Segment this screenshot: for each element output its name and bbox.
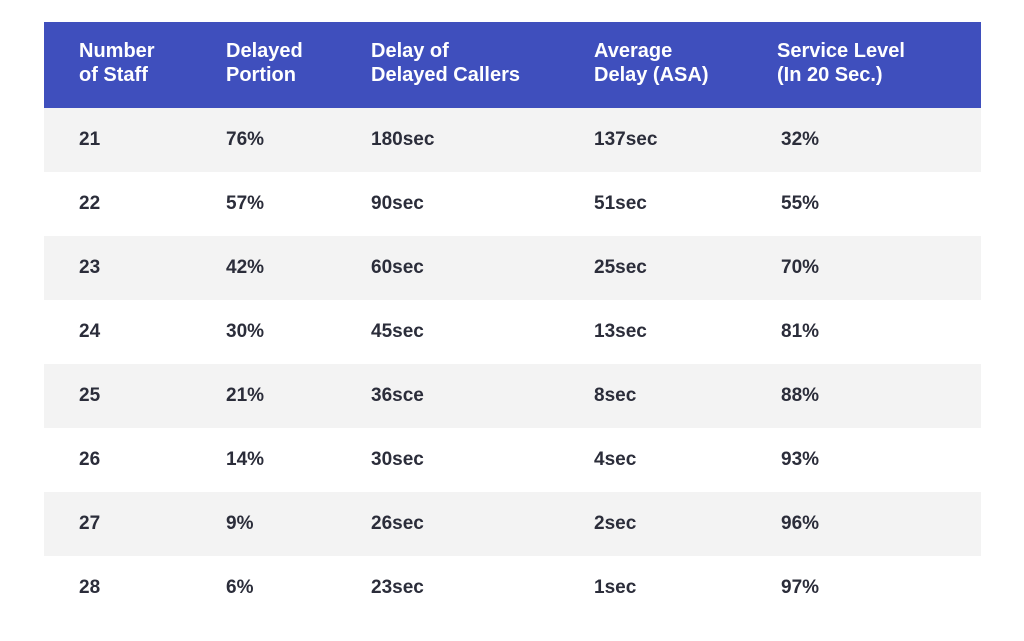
cell-staff: 23 — [79, 257, 101, 278]
cell-staff: 27 — [79, 513, 101, 534]
cell-service-level: 70% — [781, 257, 820, 278]
table-row: 24 30% 45sec 13sec 81% — [44, 300, 981, 364]
cell-staff: 26 — [79, 449, 101, 470]
table-row: 22 57% 90sec 51sec 55% — [44, 172, 981, 236]
cell-service-level: 96% — [781, 513, 820, 534]
table-header: Number of Staff Delayed Portion Delay of… — [44, 22, 981, 108]
cell-delay-of-delayed: 36sce — [371, 385, 424, 406]
cell-average-delay: 13sec — [594, 321, 647, 342]
cell-average-delay: 4sec — [594, 449, 637, 470]
header-average-delay: Average Delay (ASA) — [594, 40, 709, 86]
table-row: 26 14% 30sec 4sec 93% — [44, 428, 981, 492]
cell-staff: 24 — [79, 321, 101, 342]
cell-delay-of-delayed: 23sec — [371, 577, 424, 598]
cell-delay-of-delayed: 180sec — [371, 129, 435, 150]
cell-service-level: 55% — [781, 193, 820, 214]
staffing-table: Number of Staff Delayed Portion Delay of… — [44, 22, 981, 620]
cell-average-delay: 2sec — [594, 513, 637, 534]
cell-service-level: 97% — [781, 577, 820, 598]
table-row: 28 6% 23sec 1sec 97% — [44, 556, 981, 620]
header-number-of-staff: Number of Staff — [79, 40, 155, 86]
cell-staff: 28 — [79, 577, 101, 598]
cell-average-delay: 25sec — [594, 257, 647, 278]
cell-delay-of-delayed: 26sec — [371, 513, 424, 534]
cell-staff: 25 — [79, 385, 101, 406]
cell-service-level: 81% — [781, 321, 820, 342]
cell-delay-of-delayed: 30sec — [371, 449, 424, 470]
cell-delayed-portion: 21% — [226, 385, 265, 406]
cell-delayed-portion: 57% — [226, 193, 265, 214]
cell-delayed-portion: 14% — [226, 449, 265, 470]
cell-service-level: 32% — [781, 129, 820, 150]
table-row: 27 9% 26sec 2sec 96% — [44, 492, 981, 556]
cell-staff: 21 — [79, 129, 101, 150]
cell-delay-of-delayed: 45sec — [371, 321, 424, 342]
cell-average-delay: 8sec — [594, 385, 637, 406]
cell-average-delay: 137sec — [594, 129, 658, 150]
table-row: 21 76% 180sec 137sec 32% — [44, 108, 981, 172]
cell-delayed-portion: 42% — [226, 257, 265, 278]
cell-delayed-portion: 6% — [226, 577, 254, 598]
header-service-level: Service Level (In 20 Sec.) — [777, 40, 905, 86]
cell-average-delay: 1sec — [594, 577, 637, 598]
cell-service-level: 88% — [781, 385, 820, 406]
cell-delayed-portion: 30% — [226, 321, 265, 342]
cell-delay-of-delayed: 60sec — [371, 257, 424, 278]
table-row: 23 42% 60sec 25sec 70% — [44, 236, 981, 300]
cell-delayed-portion: 76% — [226, 129, 265, 150]
header-delay-of-delayed-callers: Delay of Delayed Callers — [371, 40, 520, 86]
table-row: 25 21% 36sce 8sec 88% — [44, 364, 981, 428]
cell-average-delay: 51sec — [594, 193, 647, 214]
cell-service-level: 93% — [781, 449, 820, 470]
cell-staff: 22 — [79, 193, 101, 214]
cell-delayed-portion: 9% — [226, 513, 254, 534]
cell-delay-of-delayed: 90sec — [371, 193, 424, 214]
header-delayed-portion: Delayed Portion — [226, 40, 303, 86]
